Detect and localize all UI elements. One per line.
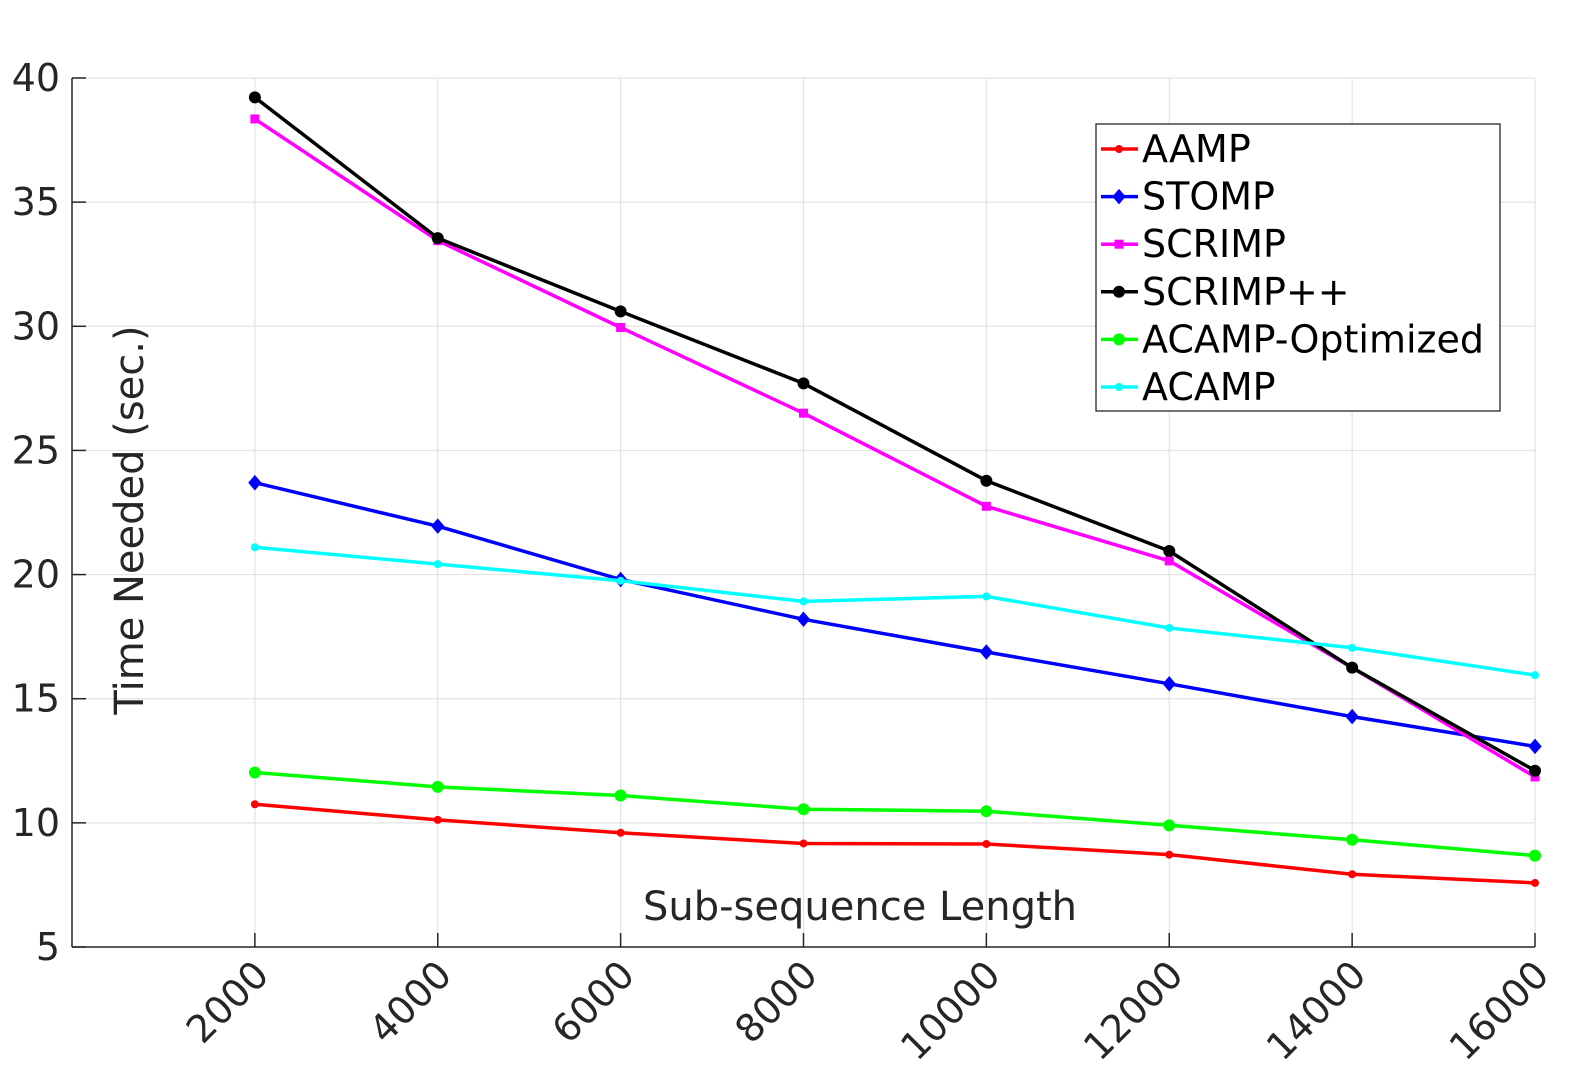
data-point bbox=[431, 780, 444, 793]
x-axis-label: Sub-sequence Length bbox=[643, 884, 1077, 930]
legend-swatch-marker bbox=[1112, 188, 1126, 205]
series-aamp bbox=[250, 800, 1539, 887]
legend-item: SCRIMP++ bbox=[1101, 270, 1350, 314]
legend-label: STOMP bbox=[1142, 175, 1275, 219]
data-point bbox=[1531, 878, 1539, 887]
data-point bbox=[616, 828, 625, 837]
data-point bbox=[1162, 676, 1176, 692]
data-point bbox=[614, 789, 627, 802]
data-point bbox=[1165, 850, 1174, 859]
legend-item: AAMP bbox=[1101, 127, 1251, 171]
y-tick-label: 10 bbox=[12, 801, 60, 845]
data-point bbox=[1528, 738, 1542, 755]
data-point bbox=[433, 815, 442, 824]
data-point bbox=[981, 501, 991, 511]
legend-swatch-marker bbox=[1113, 285, 1125, 298]
data-point bbox=[248, 474, 262, 491]
data-point bbox=[799, 839, 808, 848]
y-tick-label: 40 bbox=[12, 56, 60, 100]
y-axis-ticks: 5 10 15 20 25 30 35 40 bbox=[12, 56, 86, 969]
series-acamp bbox=[250, 543, 1539, 680]
data-point bbox=[797, 377, 810, 390]
series-line bbox=[254, 770, 1536, 858]
series-line bbox=[254, 480, 1536, 749]
data-point bbox=[1529, 764, 1541, 777]
data-point bbox=[1163, 819, 1176, 832]
series-stomp bbox=[248, 474, 1542, 755]
data-point bbox=[616, 323, 626, 333]
data-series bbox=[248, 91, 1542, 887]
series-line bbox=[254, 545, 1536, 677]
legend-label: AAMP bbox=[1142, 127, 1251, 171]
legend-item: ACAMP bbox=[1101, 365, 1276, 409]
data-point bbox=[980, 805, 993, 818]
data-point bbox=[1348, 643, 1357, 652]
legend-swatch-marker bbox=[1114, 239, 1124, 249]
data-point bbox=[431, 518, 445, 534]
y-tick-label: 20 bbox=[12, 553, 60, 597]
data-point bbox=[1529, 849, 1541, 862]
series-line bbox=[253, 96, 1536, 773]
data-point bbox=[614, 305, 627, 318]
y-tick-label: 30 bbox=[12, 304, 60, 348]
data-point bbox=[1346, 833, 1359, 846]
data-point bbox=[250, 114, 260, 124]
y-axis-label: Time Needed (sec.) bbox=[107, 325, 153, 715]
legend-swatch-marker bbox=[1115, 383, 1123, 391]
y-tick-label: 25 bbox=[12, 428, 60, 472]
series-scrimp- bbox=[248, 91, 1541, 777]
data-point bbox=[248, 766, 261, 779]
data-point bbox=[982, 839, 991, 848]
data-point bbox=[799, 597, 808, 606]
data-point bbox=[248, 91, 261, 104]
legend-item: ACAMP-Optimized bbox=[1101, 317, 1484, 361]
data-point bbox=[250, 543, 259, 552]
data-point bbox=[982, 592, 991, 601]
y-tick-label: 15 bbox=[12, 677, 60, 721]
data-point bbox=[797, 803, 810, 816]
y-tick-label: 35 bbox=[12, 180, 60, 224]
legend-swatch-marker bbox=[1113, 333, 1125, 346]
legend-label: SCRIMP++ bbox=[1142, 270, 1350, 314]
data-point bbox=[431, 232, 444, 245]
y-tick-label: 5 bbox=[36, 925, 60, 969]
data-point bbox=[250, 800, 259, 809]
data-point bbox=[979, 644, 994, 660]
data-point bbox=[796, 611, 811, 628]
data-point bbox=[1164, 556, 1174, 566]
legend-label: ACAMP-Optimized bbox=[1142, 317, 1484, 361]
legend-box bbox=[1095, 123, 1501, 412]
legend-item: SCRIMP bbox=[1101, 222, 1286, 266]
data-point bbox=[1345, 708, 1359, 725]
data-point bbox=[1348, 870, 1357, 879]
legend-swatch-marker bbox=[1115, 145, 1123, 153]
series-line bbox=[254, 802, 1536, 885]
data-point bbox=[433, 560, 442, 569]
data-point bbox=[1531, 671, 1539, 680]
data-point bbox=[799, 408, 808, 418]
data-point bbox=[1165, 623, 1174, 632]
data-point bbox=[1346, 661, 1359, 674]
data-point bbox=[980, 474, 993, 487]
data-point bbox=[616, 576, 625, 585]
legend: AAMPSTOMPSCRIMPSCRIMP++ACAMP-OptimizedAC… bbox=[1095, 123, 1501, 412]
series-acamp-optimized bbox=[248, 766, 1541, 862]
legend-label: SCRIMP bbox=[1142, 222, 1286, 266]
grid-lines bbox=[72, 77, 1536, 947]
legend-label: ACAMP bbox=[1142, 365, 1276, 409]
data-point bbox=[1163, 544, 1176, 557]
legend-item: STOMP bbox=[1101, 175, 1275, 219]
